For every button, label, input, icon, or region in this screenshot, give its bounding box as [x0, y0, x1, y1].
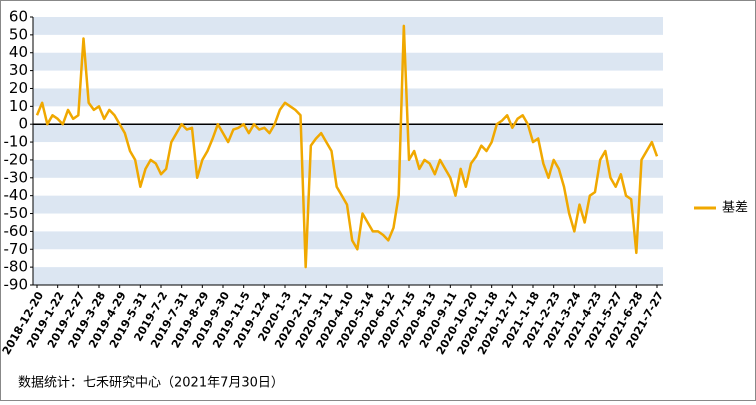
y-tick-label: 10: [9, 97, 28, 115]
source-note: 数据统计：七禾研究中心（2021年7月30日）: [18, 376, 284, 391]
y-tick-label: 30: [9, 61, 28, 79]
grid-band: [33, 159, 663, 178]
y-tick-label: -80: [4, 258, 29, 276]
grid-band: [33, 17, 663, 35]
y-tick-label: 60: [9, 8, 28, 26]
y-tick-label: -40: [4, 186, 29, 204]
grid-band: [33, 88, 663, 107]
y-tick-label: -60: [4, 222, 29, 240]
legend-label: 基差: [722, 201, 748, 216]
grid-band: [33, 267, 663, 285]
y-tick-label: -10: [4, 133, 29, 151]
grid-band: [33, 231, 663, 250]
y-tick-label: 20: [9, 79, 28, 97]
y-tick-label: -90: [4, 276, 29, 294]
grid-band: [33, 52, 663, 71]
y-tick-label: 0: [18, 115, 28, 133]
y-tick-label: 40: [9, 43, 28, 61]
y-tick-label: -50: [4, 204, 29, 222]
y-tick-label: -30: [4, 168, 29, 186]
y-tick-label: 50: [9, 25, 28, 43]
data-line: [35, 24, 659, 269]
y-tick-label: -70: [4, 240, 29, 258]
y-tick-label: -20: [4, 150, 29, 168]
